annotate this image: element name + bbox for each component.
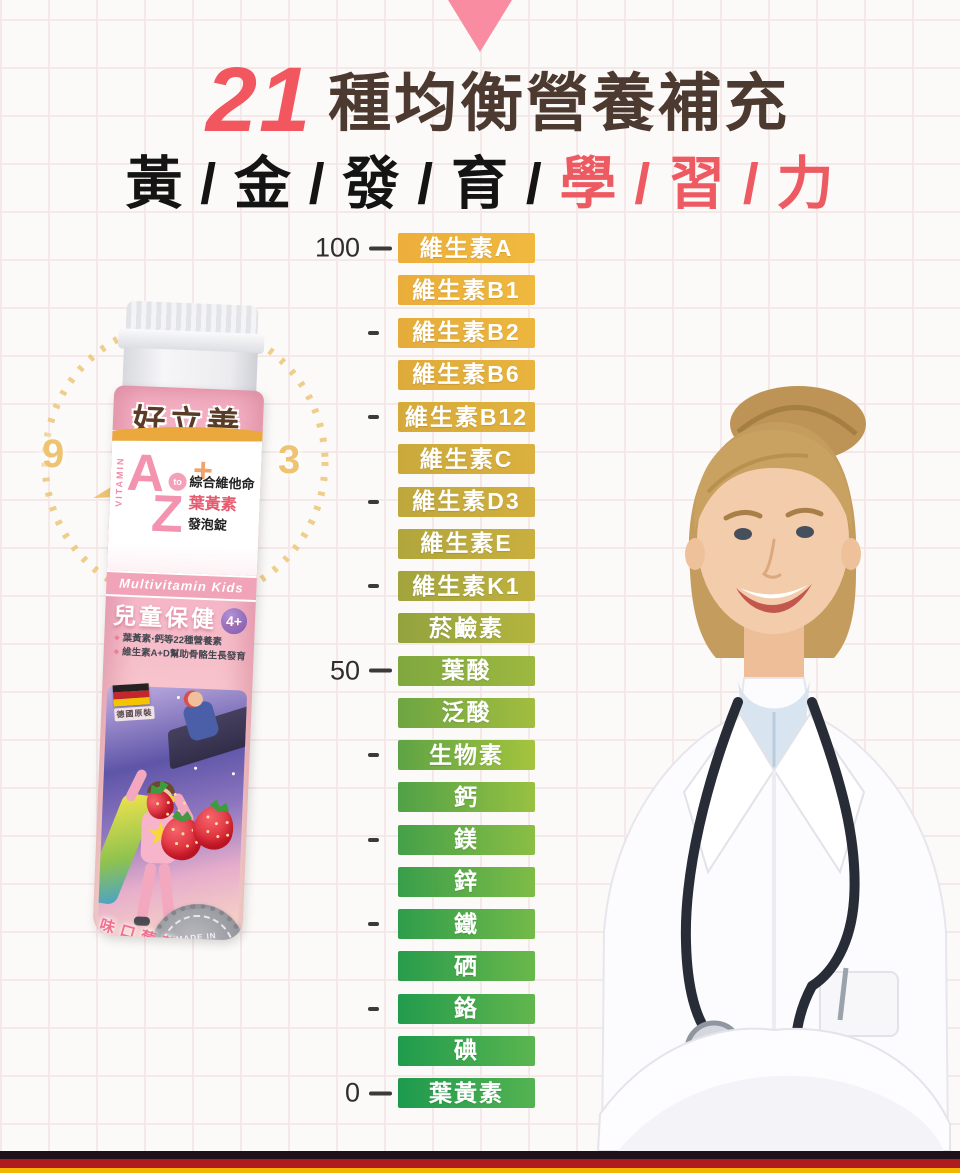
subtitle-black: 黃 / 金 / 發 / 育 / (125, 152, 560, 216)
axis-tick: 50 (330, 655, 392, 686)
title-number: 21 (205, 49, 313, 151)
nutrient-bar-19: 鉻 (398, 993, 535, 1024)
top-ribbon-triangle (448, 0, 512, 52)
axis-ticks: 100 50 0 (0, 233, 960, 1133)
axis-tick (368, 753, 392, 757)
axis-minor-dash (368, 584, 379, 588)
nutrient-bar-11: 葉酸 (398, 655, 535, 686)
axis-tick (368, 584, 392, 588)
axis-tick (368, 499, 392, 504)
page-title: 21 種均衡營養補充 (18, 48, 960, 153)
axis-label-100: 100 (314, 232, 360, 263)
axis-tick: 100 (315, 233, 392, 264)
axis-minor-dash (368, 415, 379, 419)
nutrient-bar-13: 生物素 (398, 740, 535, 770)
clock-ring (41, 318, 329, 606)
axis-major-dash (369, 246, 392, 250)
nutrient-bar-16: 鋅 (398, 866, 535, 897)
page-subtitle: 黃 / 金 / 發 / 育 / 學 / 習 / 力 (0, 138, 960, 220)
stripe-red (0, 1159, 960, 1168)
nutrient-bar-8: 維生素E (398, 528, 535, 559)
axis-minor-dash (368, 837, 379, 842)
axis-tick (368, 837, 392, 842)
clock-number-3: 3 (278, 438, 301, 482)
axis-label-50: 50 (329, 655, 360, 685)
clock-number-9: 9 (42, 432, 65, 476)
axis-tick (368, 1006, 392, 1011)
nutrient-bar-21: 葉黃素 (398, 1078, 535, 1108)
nutrient-bar-10: 菸鹼素 (398, 613, 535, 644)
axis-tick (368, 415, 392, 419)
axis-minor-dash (368, 499, 379, 504)
stripe-black (0, 1151, 960, 1159)
nutrient-bar-3: 維生素B2 (398, 317, 535, 348)
nutrient-bar-14: 鈣 (398, 782, 535, 813)
nutrient-bar-4: 維生素B6 (398, 359, 535, 390)
nutrient-bar-5: 維生素B12 (398, 402, 535, 432)
nutrient-bar-2: 維生素B1 (398, 275, 535, 306)
axis-minor-dash (368, 1006, 379, 1011)
nutrient-bar-17: 鐵 (398, 909, 535, 939)
title-text: 種均衡營養補充 (328, 69, 791, 139)
nutrient-bar-12: 泛酸 (398, 697, 535, 728)
nutrient-list: 維生素A 維生素B1 維生素B2 維生素B6 維生素B12 維生素C 維生素D3 維生素E 維生… (398, 233, 535, 1133)
nutrient-bar-15: 鎂 (398, 824, 535, 855)
axis-tick (368, 330, 392, 335)
nutrient-bar-1: 維生素A (398, 233, 535, 263)
axis-tick: 0 (345, 1078, 392, 1109)
nutrient-bar-18: 硒 (398, 951, 535, 982)
footer-stripes (0, 1151, 960, 1173)
axis-minor-dash (368, 922, 379, 926)
nutrient-bar-20: 碘 (398, 1035, 535, 1066)
subtitle-red: 學 / 習 / 力 (559, 152, 835, 216)
stripe-gold (0, 1168, 960, 1173)
axis-label-0: 0 (344, 1077, 360, 1108)
nutrient-bar-7: 維生素D3 (398, 486, 535, 517)
nutrient-bar-6: 維生素C (398, 444, 535, 475)
doctor-photo (596, 386, 951, 1151)
axis-minor-dash (368, 753, 379, 757)
nutrient-bar-9: 維生素K1 (398, 571, 535, 601)
axis-major-dash (369, 1091, 392, 1095)
axis-major-dash (369, 668, 392, 673)
axis-minor-dash (368, 330, 379, 335)
axis-tick (368, 922, 392, 926)
